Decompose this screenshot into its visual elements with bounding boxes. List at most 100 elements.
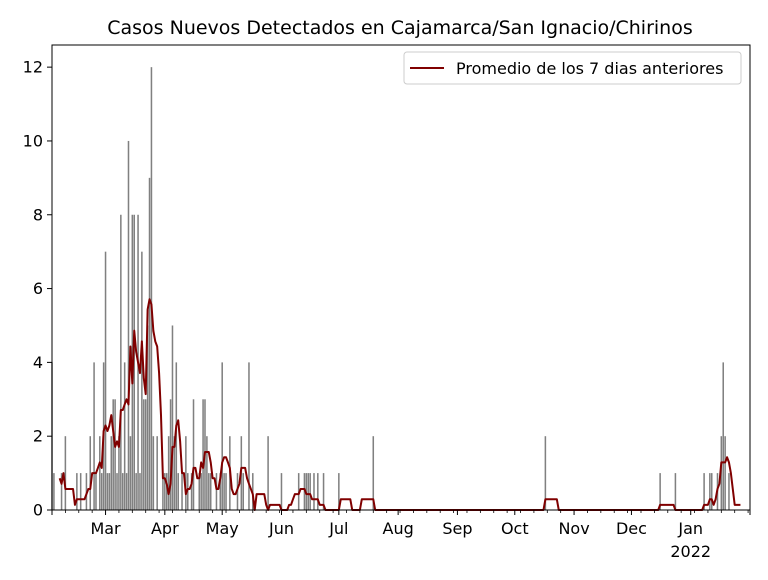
legend-box <box>403 51 742 85</box>
legend: Promedio de los 7 dias anteriores <box>403 51 742 85</box>
y-tick-label: 8 <box>33 205 43 224</box>
bar <box>221 362 223 510</box>
bar <box>139 473 141 510</box>
y-axis: 0 2 4 6 8 10 12 <box>23 58 52 520</box>
x-tick-label: Mar <box>90 519 121 538</box>
bar <box>728 473 730 510</box>
bar <box>104 251 107 511</box>
bar <box>127 140 130 510</box>
bar <box>200 473 202 510</box>
y-tick-label: 10 <box>23 131 43 150</box>
bar <box>322 473 325 510</box>
bar <box>544 436 547 510</box>
legend-entry-label: Promedio de los 7 dias anteriores <box>456 59 723 78</box>
x-tick-label: Nov <box>558 519 589 538</box>
bar <box>674 473 677 510</box>
bar <box>165 473 168 510</box>
bars-layer <box>51 67 730 511</box>
bar <box>110 436 113 510</box>
bar <box>185 436 187 510</box>
bar <box>114 399 116 510</box>
bar <box>722 362 724 510</box>
x-tick-label: Jul <box>328 519 348 538</box>
bar <box>242 473 244 510</box>
y-tick-label: 4 <box>33 353 43 372</box>
plot-frame <box>51 44 751 511</box>
x-tick-label: Jan <box>677 519 703 538</box>
bar <box>703 473 705 510</box>
bar <box>192 399 195 510</box>
bar <box>129 436 132 510</box>
bar <box>219 473 222 510</box>
y-tick-label: 12 <box>23 58 43 77</box>
bar <box>123 362 126 510</box>
x-tick-label: Oct <box>501 519 529 538</box>
bar <box>135 473 137 510</box>
bar <box>118 436 120 510</box>
x-tick-label: Sep <box>442 519 472 538</box>
bar <box>106 473 109 510</box>
bar <box>338 473 340 510</box>
line-layer <box>58 298 741 511</box>
bar <box>208 473 210 510</box>
bar <box>152 436 155 510</box>
bar <box>372 436 375 510</box>
bar <box>223 473 225 510</box>
bar <box>64 436 67 510</box>
bar <box>76 473 78 510</box>
bar <box>150 67 153 510</box>
bar <box>280 473 283 510</box>
bar <box>143 399 145 510</box>
bar <box>313 473 315 510</box>
bar <box>156 436 158 510</box>
bar <box>198 473 201 510</box>
bar <box>317 473 319 510</box>
bar <box>169 399 172 510</box>
bar <box>659 473 661 510</box>
bar <box>100 473 103 510</box>
bar <box>79 473 82 510</box>
bar <box>225 473 227 510</box>
y-tick-label: 0 <box>33 501 43 520</box>
bar <box>95 473 97 510</box>
bar <box>167 436 170 510</box>
bar <box>709 473 711 510</box>
bar <box>144 399 147 510</box>
x-tick-label: Jun <box>268 519 294 538</box>
bar <box>53 473 55 510</box>
bar <box>148 177 151 511</box>
x-tick-label: May <box>206 519 239 538</box>
bar <box>164 473 166 510</box>
bar <box>125 473 128 510</box>
x-tick-label: Dec <box>616 519 647 538</box>
bar <box>141 251 143 511</box>
bar <box>309 473 311 510</box>
bar <box>267 436 269 510</box>
bar <box>99 436 101 510</box>
bar <box>116 473 118 510</box>
bar <box>710 473 713 510</box>
bar <box>133 214 135 510</box>
x-tick-label: Apr <box>151 519 179 538</box>
bar <box>181 473 183 510</box>
bar <box>215 473 218 510</box>
chart-title: Casos Nuevos Detectados en Cajamarca/San… <box>107 17 693 39</box>
x-tick-label: Aug <box>383 519 414 538</box>
bar <box>177 473 179 510</box>
bar <box>202 399 204 510</box>
y-tick-label: 6 <box>33 279 43 298</box>
bar <box>89 436 92 510</box>
x-tick-year-label: 2022 <box>670 542 711 561</box>
bar <box>162 473 164 510</box>
bar <box>171 325 174 510</box>
bar <box>307 473 310 510</box>
bar <box>93 362 95 510</box>
bar <box>60 473 63 510</box>
bar <box>121 473 124 510</box>
bar <box>209 473 212 510</box>
bar <box>120 214 122 510</box>
x-axis: Mar Apr May Jun Jul Aug Sep Oct Nov Dec Jan 2022 <box>51 510 751 561</box>
bar <box>248 362 250 510</box>
